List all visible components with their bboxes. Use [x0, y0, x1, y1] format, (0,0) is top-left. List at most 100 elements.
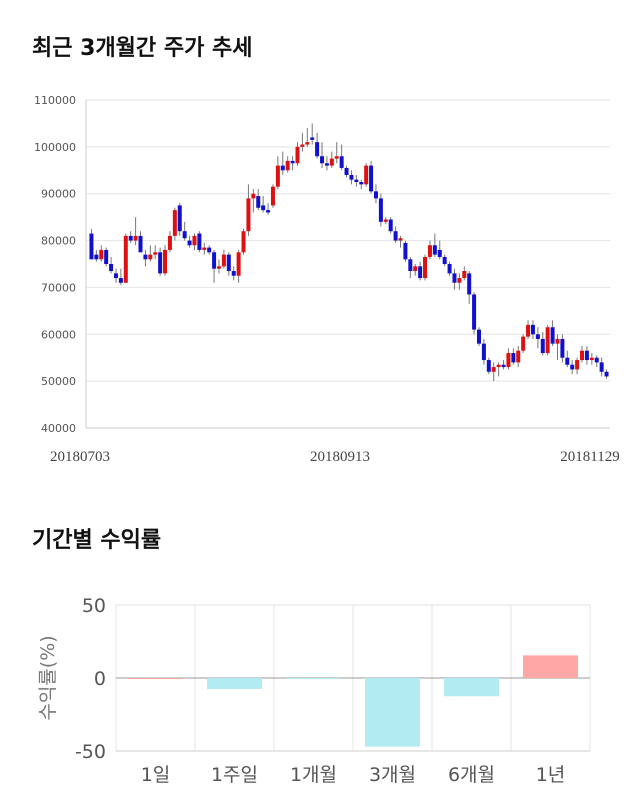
candle-body [315, 142, 320, 157]
candle-body [491, 367, 496, 372]
candle [270, 184, 275, 208]
candle [207, 245, 212, 255]
candle-body [359, 182, 364, 185]
candle-body [118, 278, 123, 283]
candle [251, 189, 256, 213]
candle-body [285, 160, 290, 171]
candle-body [158, 252, 163, 274]
candle-body [261, 205, 266, 211]
candle [246, 184, 251, 236]
candle [133, 217, 138, 246]
candle [540, 331, 545, 356]
candle [580, 346, 585, 363]
y-tick-label: -50 [75, 741, 106, 763]
candle-body [256, 196, 261, 208]
candle [437, 240, 442, 260]
candle [526, 320, 531, 339]
candle-body [89, 233, 94, 260]
x-tick-label: 1주일 [211, 764, 258, 786]
candle-body [408, 259, 413, 272]
candle-body [378, 198, 383, 222]
candle-body [535, 334, 540, 339]
candle [589, 353, 594, 365]
candle [167, 231, 172, 253]
candle [501, 360, 506, 370]
candle-body [344, 167, 349, 175]
x-tick-label: 20180913 [310, 449, 370, 465]
candle [413, 264, 418, 276]
candle [94, 249, 99, 262]
candle [295, 142, 300, 166]
candle [113, 268, 118, 283]
return-bar [128, 678, 183, 679]
candle [344, 165, 349, 178]
candle [369, 160, 374, 194]
y-tick-label: 70000 [41, 281, 76, 294]
candle-body [427, 245, 432, 257]
candle-body [418, 266, 423, 279]
candle-body [462, 271, 467, 279]
candle-body [217, 266, 221, 269]
candle-body [138, 235, 143, 253]
candle-body [501, 364, 506, 368]
candle-body [521, 336, 526, 351]
candle-body [221, 254, 226, 267]
candle-body [226, 254, 231, 272]
candle-body [354, 179, 359, 182]
candle-body [599, 362, 604, 372]
candle [231, 266, 236, 281]
x-tick-label: 1개월 [290, 764, 337, 786]
candle [447, 261, 452, 276]
candle [496, 362, 501, 377]
candle [378, 193, 383, 227]
candle-body [555, 338, 560, 344]
candle-body [143, 254, 148, 260]
candle-body [241, 231, 246, 253]
candle-body [575, 360, 580, 370]
candle-body [447, 264, 452, 274]
y-tick-label: 110000 [34, 94, 76, 107]
candle [427, 240, 432, 260]
candle [104, 247, 109, 267]
candle-body [437, 249, 442, 257]
candle-body [123, 235, 128, 283]
candle-body [565, 357, 570, 365]
candle [177, 203, 182, 236]
candle-body [290, 160, 295, 164]
candle [187, 235, 192, 248]
candle [138, 231, 143, 253]
candle [516, 346, 521, 368]
candle [545, 324, 550, 356]
candle [334, 142, 339, 164]
return-bar [444, 678, 499, 697]
candle [241, 228, 246, 255]
candle-body [246, 198, 251, 232]
candle-body [349, 174, 354, 180]
candle-body [305, 142, 310, 145]
candle-body [506, 353, 511, 368]
candle-body [163, 249, 168, 274]
candle [158, 247, 163, 276]
candle [305, 128, 310, 147]
candle [432, 233, 437, 257]
candle [349, 170, 354, 185]
candle-body [153, 252, 158, 255]
candle [535, 327, 540, 349]
candle-body [373, 191, 378, 199]
candle-body [202, 247, 207, 250]
candle [172, 207, 177, 241]
y-tick-label: 50 [82, 595, 106, 617]
candle-body [99, 249, 104, 260]
candle-body [148, 254, 153, 260]
candle [481, 338, 486, 365]
candle [202, 242, 207, 255]
candle [89, 228, 94, 260]
candle [128, 231, 133, 243]
candle [457, 273, 462, 290]
candle-body [545, 327, 550, 354]
candle [99, 245, 104, 262]
candle [266, 203, 271, 215]
x-tick-label: 20181129 [560, 449, 619, 465]
candle [153, 245, 158, 260]
